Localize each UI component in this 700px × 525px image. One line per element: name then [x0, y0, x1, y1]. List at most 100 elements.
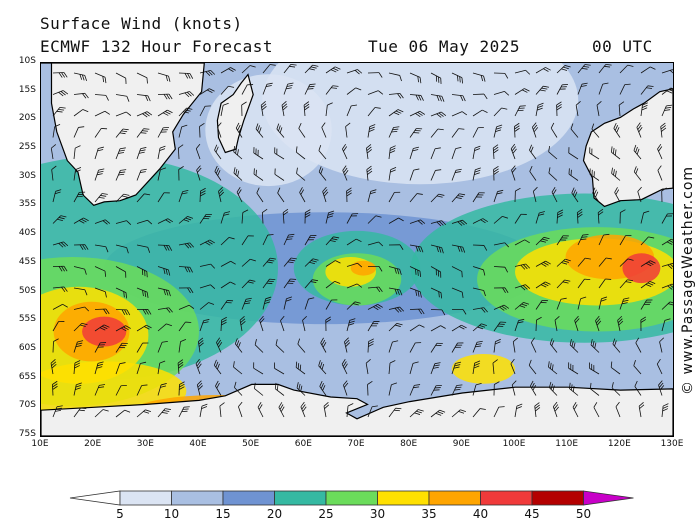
- colorbar-tick-label: 45: [524, 507, 540, 521]
- wind-map-svg: [40, 62, 674, 437]
- wind-barb: [257, 402, 264, 418]
- wind-barb: [178, 107, 193, 117]
- wind-barb: [610, 146, 621, 160]
- wind-speed-band: [82, 316, 127, 347]
- wind-barb: [323, 402, 330, 418]
- wind-barb: [388, 360, 396, 375]
- wind-barb: [556, 65, 571, 74]
- wind-barb: [215, 380, 222, 396]
- wind-barb: [409, 384, 421, 396]
- wind-barb: [136, 266, 148, 278]
- wind-barb: [199, 213, 212, 224]
- wind-barb: [451, 193, 466, 203]
- wind-barb: [241, 279, 256, 289]
- wind-barb: [409, 266, 422, 277]
- colorbar-segment: [274, 490, 327, 506]
- wind-barb: [94, 342, 107, 353]
- wind-barb: [589, 362, 600, 375]
- wind-barb: [514, 187, 521, 203]
- wind-barb: [657, 143, 663, 160]
- wind-barb: [619, 279, 634, 289]
- wind-barb: [259, 315, 265, 332]
- wind-barb: [73, 407, 87, 418]
- antarctica-landmass: [41, 383, 673, 436]
- wind-barb: [157, 218, 173, 224]
- wind-barb: [73, 92, 89, 99]
- wind-barb: [283, 257, 297, 267]
- wind-barb: [640, 210, 650, 224]
- wind-barb: [262, 278, 276, 289]
- wind-barb: [325, 85, 339, 95]
- wind-barb: [574, 315, 580, 332]
- wind-barb: [552, 401, 560, 418]
- wind-barb: [472, 109, 488, 117]
- wind-barb: [52, 265, 68, 272]
- wind-barb: [298, 122, 306, 138]
- colorbar-segment: [428, 490, 481, 506]
- wind-barb: [409, 342, 422, 353]
- wind-barb: [199, 319, 210, 332]
- wind-barb: [388, 244, 404, 250]
- wind-barb: [199, 302, 215, 310]
- forecast-date: Tue 06 May 2025: [368, 37, 520, 56]
- wind-barb: [346, 238, 362, 246]
- wind-barb: [388, 93, 404, 99]
- wind-barb: [94, 308, 110, 315]
- wind-barb: [367, 90, 384, 95]
- wind-barb: [593, 402, 600, 418]
- wind-barb: [136, 94, 151, 102]
- lat-label: 65S: [18, 371, 36, 382]
- wind-barb: [296, 382, 306, 396]
- wind-barb: [199, 69, 216, 76]
- wind-barb: [115, 111, 132, 117]
- wind-barb: [73, 340, 84, 353]
- wind-barb: [52, 106, 66, 117]
- wind-barb: [241, 65, 256, 74]
- lat-label: 30S: [18, 170, 36, 181]
- wind-barb: [94, 146, 104, 160]
- wind-barb: [409, 324, 425, 332]
- colorbar-segment: [480, 490, 533, 506]
- wind-barb: [657, 165, 663, 181]
- wind-barb: [177, 144, 184, 160]
- wind-barb: [318, 144, 327, 160]
- wind-barb: [238, 401, 243, 418]
- wind-barb: [73, 145, 81, 160]
- wind-barb: [199, 403, 208, 418]
- colorbar-tick-label: 10: [163, 507, 180, 521]
- wind-barb: [636, 122, 643, 138]
- wind-barb: [409, 244, 424, 253]
- wind-barb: [115, 309, 131, 316]
- wind-barb: [661, 283, 673, 290]
- wind-barb: [136, 324, 152, 332]
- wind-barb: [388, 382, 398, 396]
- wind-barb: [388, 109, 404, 117]
- wind-barb: [51, 165, 57, 181]
- wind-barb: [656, 358, 663, 375]
- wind-barb: [613, 122, 621, 138]
- wind-barb: [52, 338, 59, 353]
- wind-barb: [409, 128, 423, 138]
- wind-barb: [570, 123, 579, 138]
- wind-barb: [233, 145, 243, 160]
- wind-barb: [388, 407, 402, 418]
- wind-barb: [528, 359, 537, 375]
- wind-barb: [321, 122, 327, 138]
- wind-barb: [472, 408, 486, 418]
- wind-barb: [220, 211, 231, 224]
- wind-barb: [388, 287, 403, 296]
- wind-barb: [472, 218, 488, 224]
- wind-barb: [409, 409, 424, 418]
- wind-barb: [430, 94, 445, 102]
- wind-barb: [493, 338, 501, 353]
- wind-barb: [94, 193, 108, 203]
- wind-barb: [493, 321, 507, 332]
- wind-barb: [73, 217, 89, 224]
- wind-barb: [115, 362, 126, 375]
- wind-barb: [196, 165, 202, 181]
- wind-barb: [318, 166, 327, 181]
- wind-barb: [451, 309, 467, 315]
- lon-label: 20E: [84, 439, 102, 449]
- wind-barb: [535, 85, 550, 95]
- wind-barb: [615, 401, 621, 418]
